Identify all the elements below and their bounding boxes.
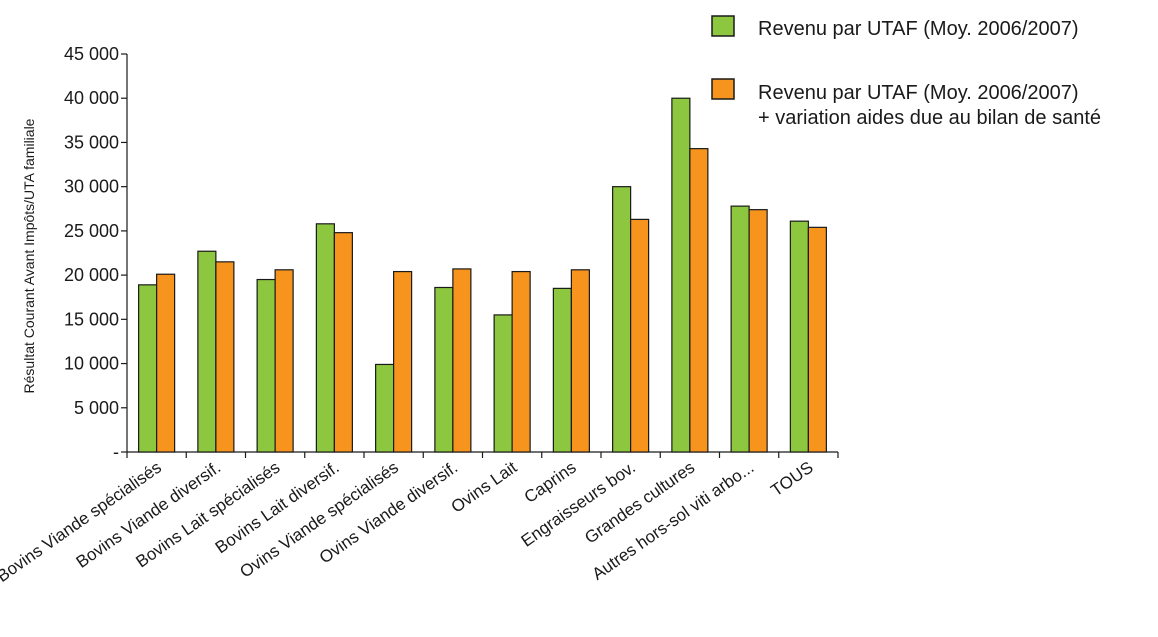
bar-series-1 xyxy=(552,287,572,453)
x-tick-label: TOUS xyxy=(767,458,816,500)
y-axis: - 5 000 10 000 15 000 20 000 25 000 30 000 35 0… xyxy=(64,44,128,462)
bar-series-2 xyxy=(393,270,413,453)
bar-series-1 xyxy=(375,363,395,453)
x-tick-label: Ovins Lait xyxy=(448,458,521,517)
bar-series-1 xyxy=(730,205,750,453)
y-tick-label: 30 000 xyxy=(64,177,119,197)
bar-series-1 xyxy=(671,97,691,453)
bar-series-1 xyxy=(256,278,276,453)
legend: Revenu par UTAF (Moy. 2006/2007) Revenu … xyxy=(711,15,1101,129)
bar-series-1 xyxy=(138,284,158,453)
bar-series-2 xyxy=(511,270,531,453)
y-tick-label: 5 000 xyxy=(74,398,119,418)
bar-series-1 xyxy=(197,250,217,453)
legend-label-series-2-line2: + variation aides due au bilan de santé xyxy=(758,107,1101,129)
bars xyxy=(138,97,827,453)
legend-swatch-series-1 xyxy=(711,15,735,37)
legend-swatch-series-2 xyxy=(711,78,735,100)
bar-series-1 xyxy=(789,220,809,453)
y-tick-label: - xyxy=(113,442,119,462)
y-tick-label: 25 000 xyxy=(64,221,119,241)
bar-series-1 xyxy=(315,223,335,453)
bar-series-1 xyxy=(493,314,513,453)
bar-series-1 xyxy=(434,286,454,453)
bar-series-2 xyxy=(274,269,294,453)
bar-series-2 xyxy=(807,226,827,453)
y-tick-label: 15 000 xyxy=(64,309,119,329)
y-tick-label: 20 000 xyxy=(64,265,119,285)
bar-series-1 xyxy=(612,186,632,453)
bar-series-2 xyxy=(570,269,590,453)
x-axis xyxy=(126,451,839,458)
bar-series-2 xyxy=(215,261,235,453)
legend-label-series-1: Revenu par UTAF (Moy. 2006/2007) xyxy=(758,18,1079,40)
y-axis-title: Résultat Courant Avant Impôts/UTA famili… xyxy=(21,118,37,393)
y-tick-label: 35 000 xyxy=(64,132,119,152)
bar-series-2 xyxy=(748,209,768,453)
bar-series-2 xyxy=(689,148,709,453)
bar-series-2 xyxy=(630,218,650,453)
bar-series-2 xyxy=(452,268,472,453)
y-tick-label: 40 000 xyxy=(64,88,119,108)
y-tick-label: 10 000 xyxy=(64,354,119,374)
legend-label-series-2: Revenu par UTAF (Moy. 2006/2007) xyxy=(758,82,1079,104)
bar-series-2 xyxy=(156,273,176,453)
bar-series-2 xyxy=(333,232,353,453)
y-tick-label: 45 000 xyxy=(64,44,119,64)
